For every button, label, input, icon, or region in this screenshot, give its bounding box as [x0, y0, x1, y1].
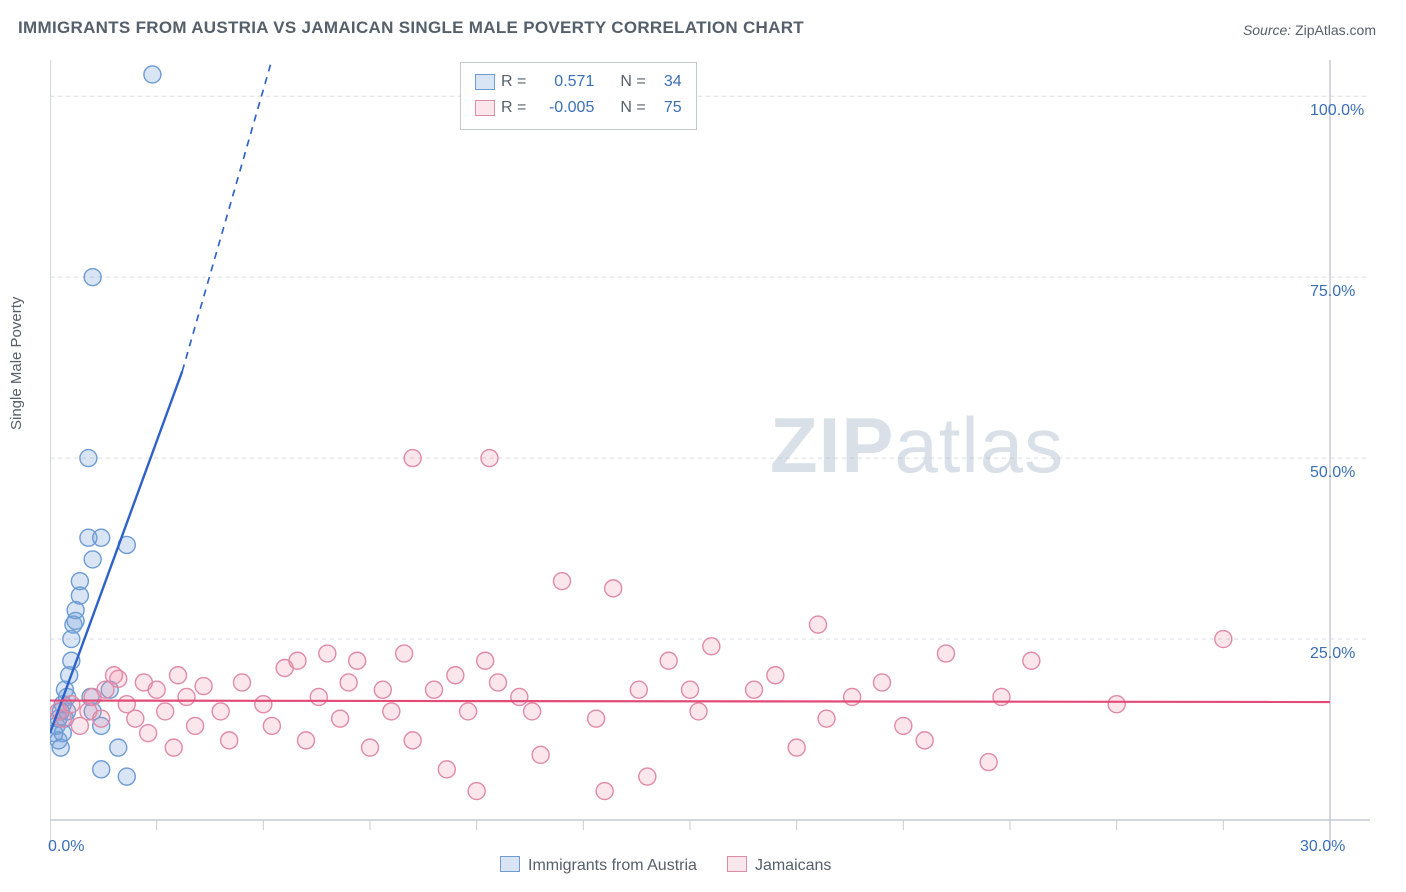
legend-series-name: Jamaicans — [755, 857, 831, 874]
y-tick-label: 100.0% — [1310, 102, 1364, 120]
legend-n-label: N = — [620, 99, 645, 117]
legend-row: R = -0.005 N = 75 — [475, 95, 682, 121]
legend-swatch — [475, 100, 495, 116]
legend-item: Jamaicans — [727, 856, 831, 875]
source-attribution: Source: ZipAtlas.com — [1243, 22, 1376, 38]
legend-r-value: 0.571 — [532, 73, 594, 91]
y-tick-label: 75.0% — [1310, 283, 1355, 301]
x-tick-label: 30.0% — [1300, 838, 1345, 856]
source-value: ZipAtlas.com — [1295, 22, 1376, 38]
legend-n-value: 34 — [652, 73, 682, 91]
legend-swatch — [727, 856, 747, 872]
series-legend: Immigrants from Austria Jamaicans — [500, 856, 831, 875]
chart-title: IMMIGRANTS FROM AUSTRIA VS JAMAICAN SING… — [18, 18, 804, 38]
legend-series-name: Immigrants from Austria — [528, 857, 697, 874]
legend-swatch — [475, 74, 495, 90]
legend-item: Immigrants from Austria — [500, 856, 697, 875]
legend-r-label: R = — [501, 73, 526, 91]
legend-row: R = 0.571 N = 34 — [475, 69, 682, 95]
legend-r-label: R = — [501, 99, 526, 117]
correlation-legend: R = 0.571 N = 34 R = -0.005 N = 75 — [460, 62, 697, 130]
legend-swatch — [500, 856, 520, 872]
scatter-plot — [50, 60, 1370, 850]
source-label: Source: — [1243, 22, 1291, 38]
x-tick-label: 0.0% — [48, 838, 84, 856]
legend-n-value: 75 — [652, 99, 682, 117]
legend-r-value: -0.005 — [532, 99, 594, 117]
y-tick-label: 25.0% — [1310, 645, 1355, 663]
y-tick-label: 50.0% — [1310, 464, 1355, 482]
legend-n-label: N = — [620, 73, 645, 91]
y-axis-label: Single Male Poverty — [8, 297, 25, 430]
chart-area — [50, 60, 1370, 850]
